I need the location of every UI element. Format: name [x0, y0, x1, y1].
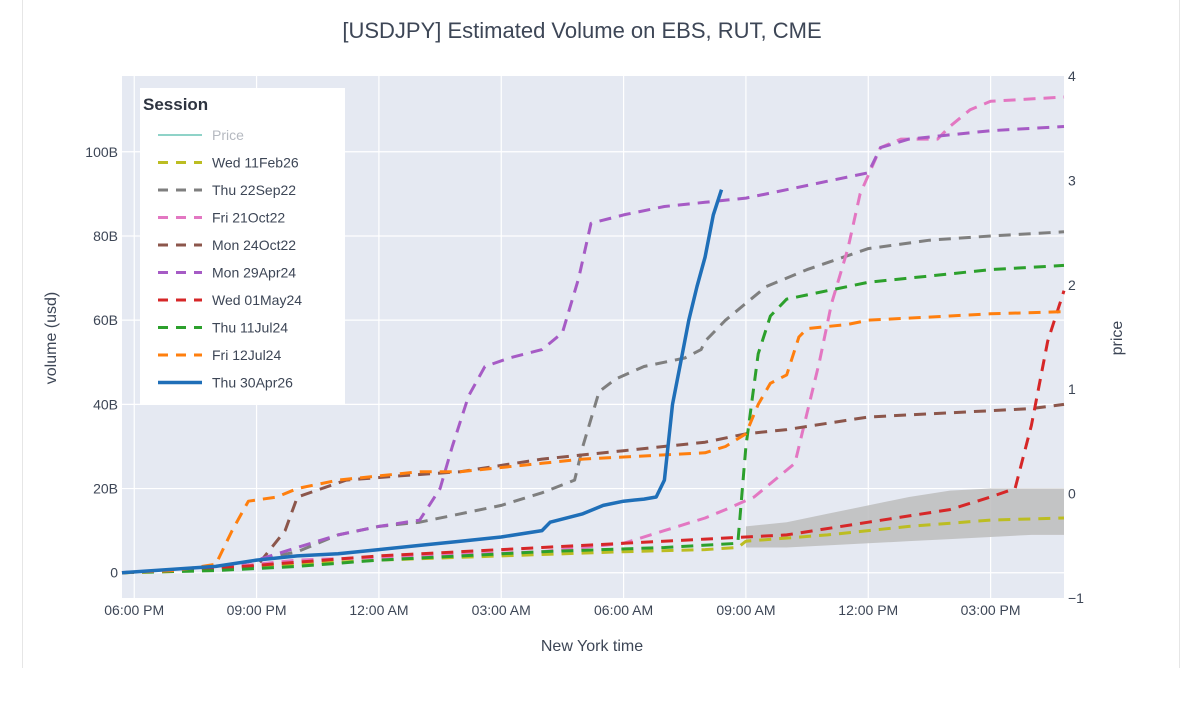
y-tick-label: 100B	[85, 144, 118, 160]
series-line-fri-12jul24	[121, 310, 1065, 575]
y2-tick-label: 2	[1068, 277, 1076, 293]
legend-label: Fri 12Jul24	[212, 347, 281, 363]
y-axis-ticks: 0 20B 40B 60B 80B 100B	[85, 144, 118, 581]
legend-label: Thu 11Jul24	[212, 320, 288, 336]
legend-item[interactable]: Thu 11Jul24	[158, 320, 288, 336]
x-tick-label: 06:00 AM	[594, 602, 653, 618]
chart-title: [USDJPY] Estimated Volume on EBS, RUT, C…	[342, 18, 821, 43]
series-line-thu-30apr26	[121, 189, 724, 575]
legend-label: Thu 22Sep22	[212, 182, 296, 198]
x-tick-label: 09:00 AM	[716, 602, 775, 618]
x-tick-label: 09:00 PM	[227, 602, 287, 618]
y-tick-label: 0	[110, 565, 118, 581]
x-axis-label: New York time	[541, 638, 643, 655]
series-line-mon-24oct22	[121, 402, 1065, 575]
legend-item[interactable]: Fri 21Oct22	[158, 210, 285, 226]
y2-tick-label: −1	[1068, 590, 1084, 606]
series-line-wed-11feb26	[121, 516, 1065, 575]
y2-tick-label: 3	[1068, 172, 1076, 188]
legend-item[interactable]: Wed 01May24	[158, 292, 302, 308]
legend-box	[140, 88, 345, 404]
y2-tick-label: 0	[1068, 486, 1076, 502]
y-axis-label: volume (usd)	[43, 292, 60, 384]
series-line-thu-11jul24	[121, 263, 1065, 575]
y-tick-label: 60B	[93, 312, 118, 328]
x-tick-label: 03:00 AM	[472, 602, 531, 618]
y-tick-label: 80B	[93, 228, 118, 244]
legend-item[interactable]: Thu 30Apr26	[158, 375, 293, 391]
y2-tick-label: 1	[1068, 381, 1076, 397]
legend-label: Price	[212, 127, 244, 143]
legend-item[interactable]: Price	[158, 127, 244, 143]
legend-item[interactable]: Fri 12Jul24	[158, 347, 281, 363]
y2-axis-ticks: −1 0 1 2 3 4	[1068, 68, 1084, 606]
y-tick-label: 40B	[93, 396, 118, 412]
y-tick-label: 20B	[93, 481, 118, 497]
x-tick-label: 03:00 PM	[961, 602, 1021, 618]
y2-tick-label: 4	[1068, 68, 1076, 84]
legend-label: Wed 11Feb26	[212, 155, 299, 171]
x-tick-label: 12:00 AM	[349, 602, 408, 618]
series-line-wed-01may24	[121, 290, 1066, 575]
legend-title: Session	[143, 95, 208, 114]
x-tick-label: 12:00 PM	[838, 602, 898, 618]
series-lines	[121, 95, 1066, 575]
legend-label: Thu 30Apr26	[212, 375, 293, 391]
legend-label: Fri 21Oct22	[212, 210, 285, 226]
x-axis-ticks: 06:00 PM 09:00 PM 12:00 AM 03:00 AM 06:00 AM…	[104, 602, 1020, 618]
legend-item[interactable]: Mon 24Oct22	[158, 237, 296, 253]
legend-label: Mon 29Apr24	[212, 265, 296, 281]
legend-label: Mon 24Oct22	[212, 237, 296, 253]
legend-item[interactable]: Wed 11Feb26	[158, 155, 299, 171]
legend[interactable]: Session Price Wed 11Feb26 Thu 22Sep22 Fri 2…	[140, 88, 345, 404]
legend-label: Wed 01May24	[212, 292, 302, 308]
legend-item[interactable]: Thu 22Sep22	[158, 182, 296, 198]
legend-item[interactable]: Mon 29Apr24	[158, 265, 296, 281]
x-tick-label: 06:00 PM	[104, 602, 164, 618]
y2-axis-label: price	[1109, 321, 1126, 356]
series-line-mon-29apr24	[121, 125, 1065, 575]
